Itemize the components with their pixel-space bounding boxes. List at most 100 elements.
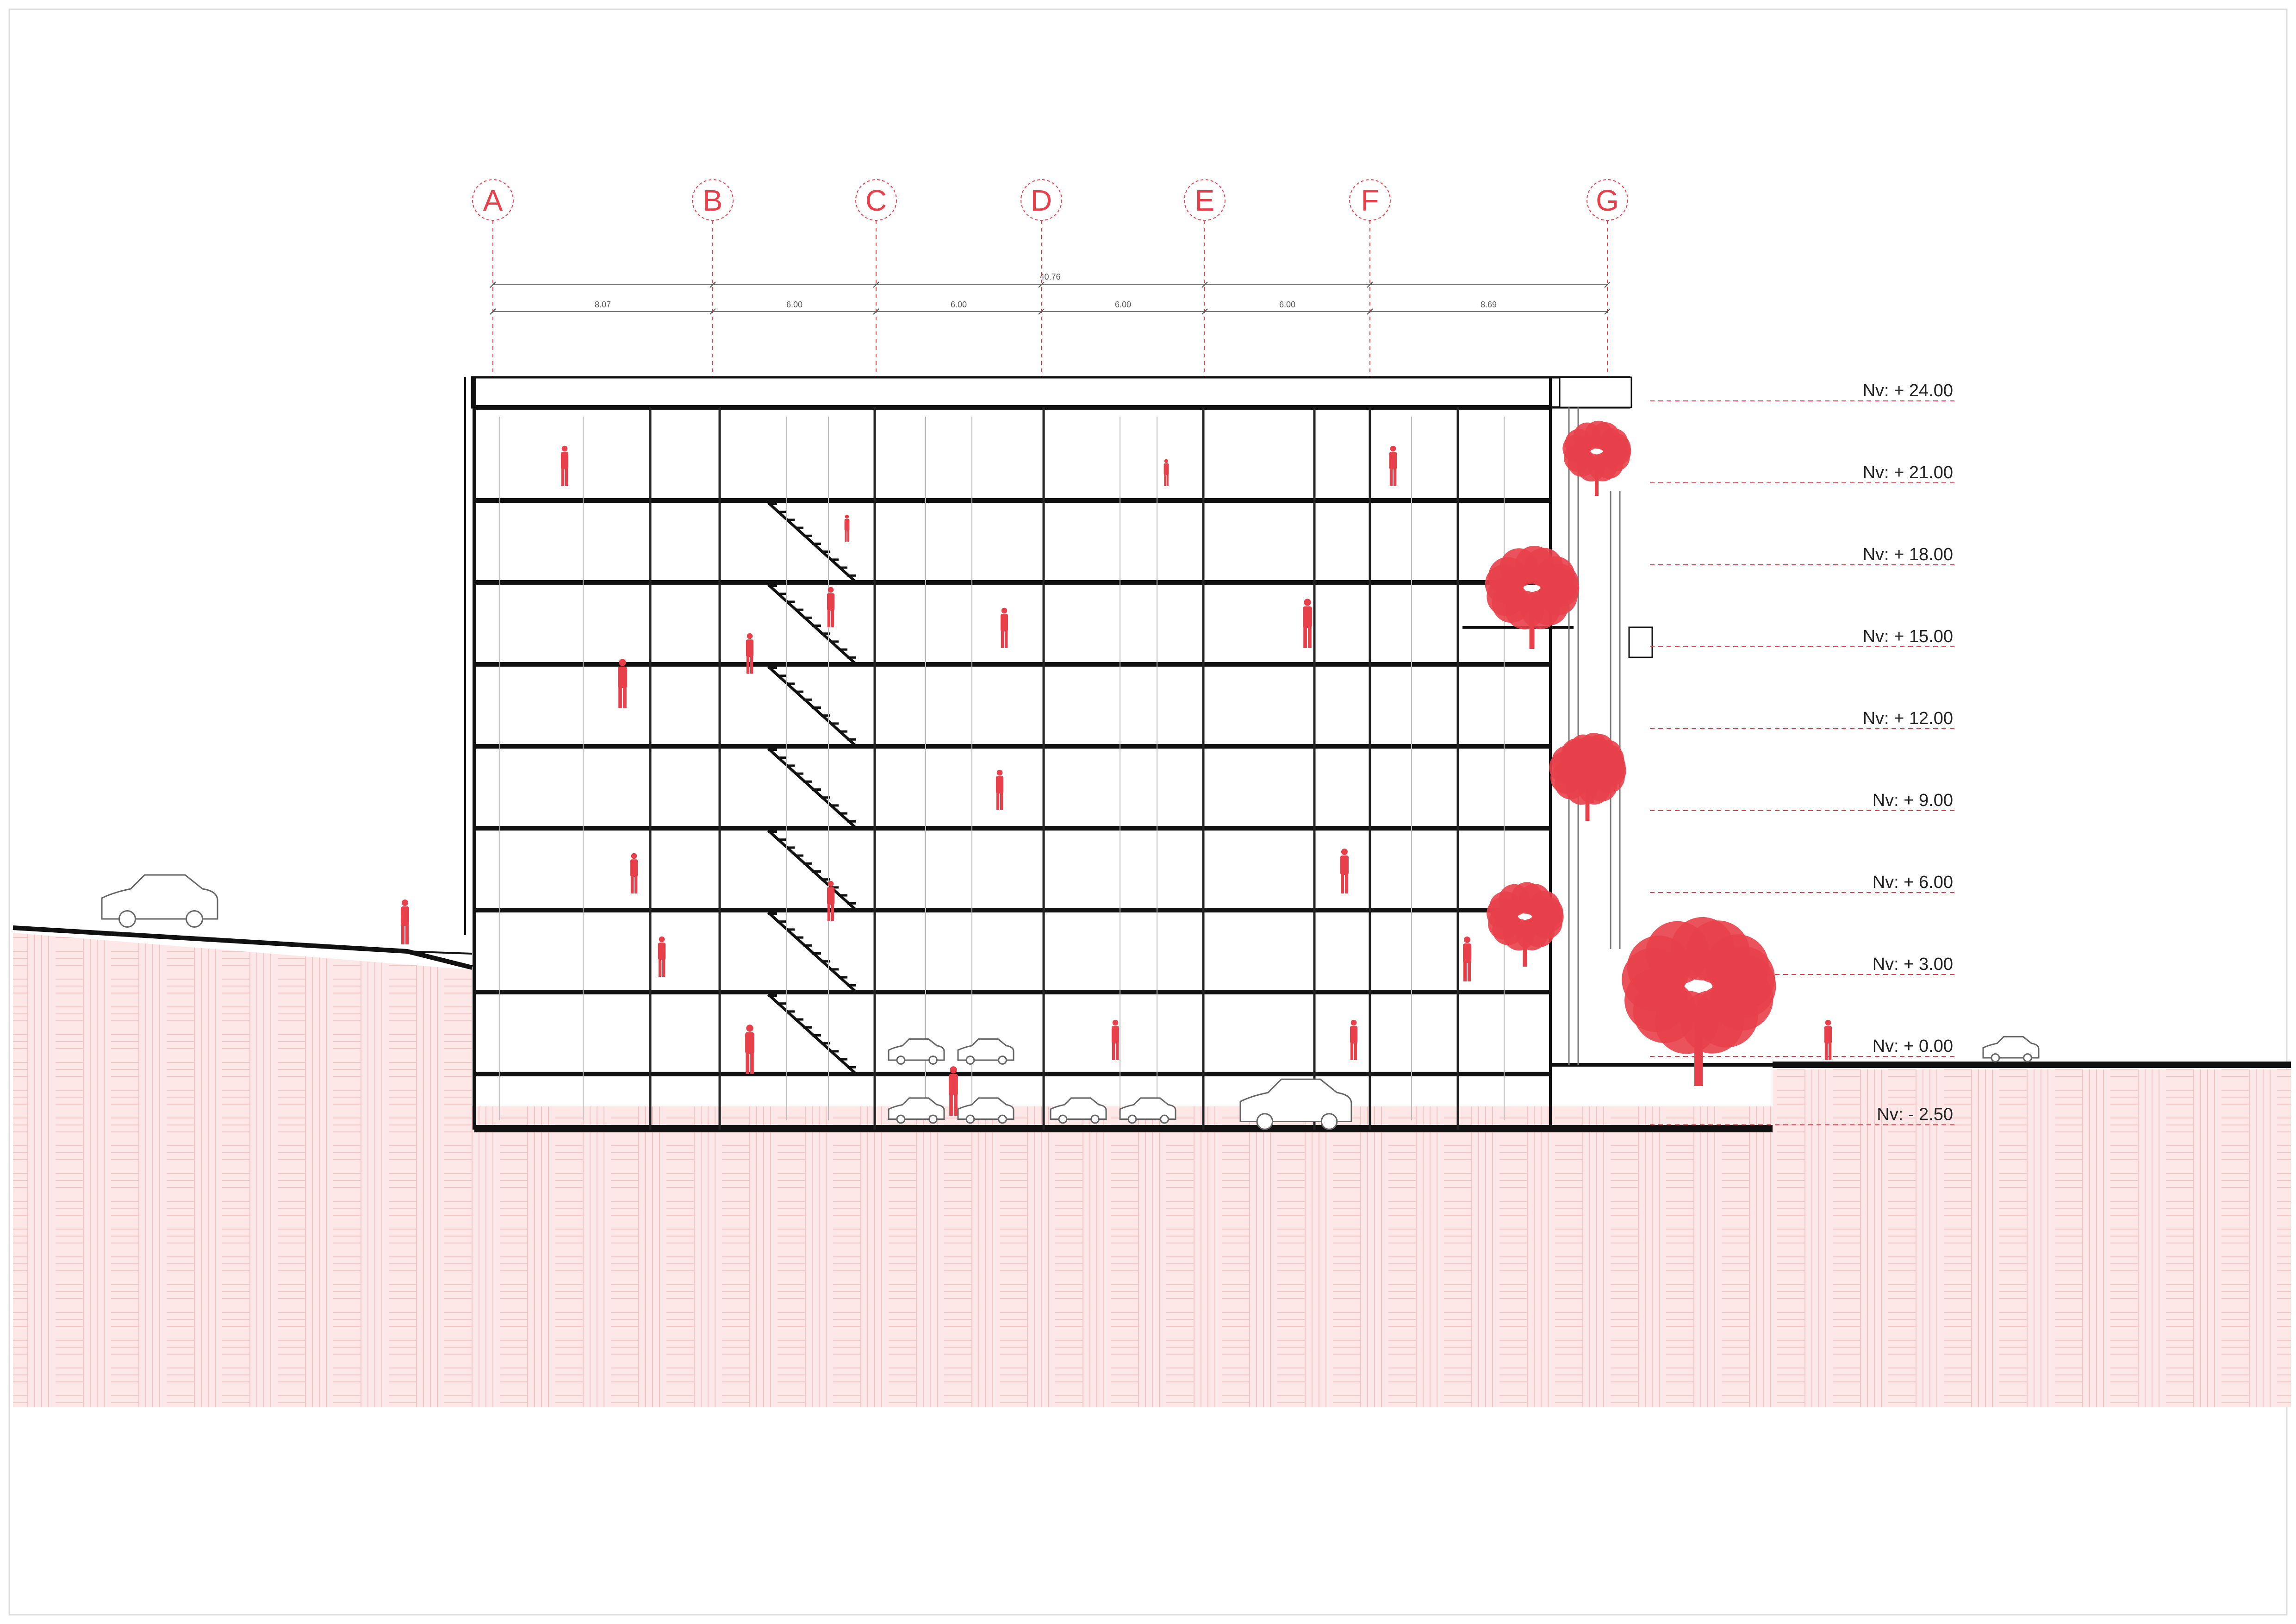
car-icon-group	[101, 874, 2040, 1130]
tree-icon	[1485, 545, 1580, 649]
stair-step	[847, 902, 856, 905]
span-dimension-label: 6.00	[1115, 300, 1131, 309]
stair-step	[777, 838, 786, 841]
level-label: Nv: + 9.00	[1873, 791, 1953, 810]
person-silhouette-icon	[827, 587, 835, 627]
person-silhouette-icon	[1111, 1019, 1120, 1060]
dimension-tick	[873, 281, 879, 288]
person-silhouette-icon	[560, 445, 569, 486]
level-markers: Nv: + 24.00 Nv: + 21.00 Nv: + 18.00 Nv: + 1…	[1650, 381, 1958, 1125]
stair-core	[767, 501, 858, 1075]
stair-step	[803, 1026, 812, 1029]
person-silhouette-icon	[401, 899, 409, 944]
person-silhouette-icon	[827, 881, 835, 921]
person-silhouette-icon	[746, 633, 754, 674]
tree-icon	[1622, 917, 1776, 1086]
stair-step	[847, 1066, 856, 1068]
stair-step	[847, 574, 856, 577]
floor-slab	[474, 744, 1550, 749]
stair-step	[795, 772, 803, 775]
stair-step	[803, 698, 812, 701]
dimension-tick	[1038, 308, 1045, 315]
level-label: Nv: - 2.50	[1877, 1105, 1953, 1124]
stair-step	[768, 585, 777, 587]
car-icon	[101, 874, 218, 928]
level-label: Nv: + 12.00	[1863, 709, 1953, 728]
level-label: Nv: + 24.00	[1863, 381, 1953, 400]
stair-step	[795, 1018, 803, 1021]
floor-slab	[474, 908, 1550, 912]
stair-step	[812, 543, 821, 545]
stair-step	[821, 550, 830, 553]
dimension-tick	[873, 308, 879, 315]
dimension-tick	[1604, 308, 1611, 315]
stair-step	[812, 788, 821, 791]
person-silhouette-icon-group	[401, 445, 1832, 1116]
person-silhouette-icon	[1824, 1019, 1832, 1060]
dimension-tick	[1367, 281, 1373, 288]
stair-step	[847, 820, 856, 823]
stair-step	[786, 928, 795, 931]
sheet-border	[8, 8, 2288, 1616]
person-silhouette-icon	[949, 1066, 958, 1116]
stair-step	[786, 518, 795, 521]
level-label: Nv: + 0.00	[1873, 1037, 1953, 1056]
stair-step	[821, 714, 830, 717]
person-silhouette-icon	[745, 1024, 754, 1074]
stair-step	[839, 812, 847, 815]
stair-step	[768, 503, 777, 505]
stair-step	[777, 1002, 786, 1005]
stair-step	[777, 756, 786, 759]
stair-flight	[767, 911, 858, 993]
stair-step	[839, 730, 847, 733]
stair-step	[812, 706, 821, 709]
stair-step	[830, 640, 839, 643]
stair-flight	[767, 665, 858, 748]
stair-step	[786, 1010, 795, 1013]
car-icon	[1982, 1036, 2040, 1062]
stair-flight	[767, 829, 858, 912]
stair-flight	[767, 583, 858, 666]
partitions	[499, 407, 1505, 1130]
roof-slab	[474, 405, 1550, 410]
stair-step	[847, 984, 856, 987]
person-silhouette-icon	[1389, 445, 1397, 486]
stair-step	[830, 804, 839, 807]
dimension-tick	[1367, 308, 1373, 315]
tree-icon	[1560, 732, 1624, 803]
dimension-tick	[709, 281, 716, 288]
person-silhouette-icon	[1340, 849, 1349, 893]
car-icon	[957, 1097, 1014, 1124]
stair-step	[803, 862, 812, 865]
stair-step	[768, 667, 777, 669]
span-dimension-label: 8.07	[595, 300, 611, 309]
stair-step	[777, 675, 786, 677]
stair-step	[795, 936, 803, 939]
stair-step	[786, 764, 795, 767]
stair-step	[812, 625, 821, 627]
stair-step	[830, 886, 839, 889]
car-icon	[1050, 1097, 1107, 1124]
dimension-tick	[1038, 281, 1045, 288]
car-icon	[1119, 1097, 1176, 1124]
stair-step	[830, 968, 839, 971]
dimension-tick	[490, 281, 496, 288]
stair-step	[795, 854, 803, 857]
dimension-tick	[709, 308, 716, 315]
stair-step	[839, 566, 847, 569]
stair-step	[777, 593, 786, 595]
stair-step	[803, 616, 812, 619]
stair-step	[839, 976, 847, 979]
stair-step	[812, 1034, 821, 1037]
stair-step	[812, 870, 821, 873]
stair-step	[821, 960, 830, 963]
stair-step	[795, 526, 803, 529]
grid-axis-label: C	[865, 184, 887, 217]
stair-step	[768, 749, 777, 751]
stair-step	[786, 682, 795, 685]
span-dimension-label: 8.69	[1481, 300, 1497, 309]
stair-step	[821, 632, 830, 635]
person-silhouette-icon	[618, 659, 627, 708]
grid-axis-label: A	[483, 184, 503, 217]
